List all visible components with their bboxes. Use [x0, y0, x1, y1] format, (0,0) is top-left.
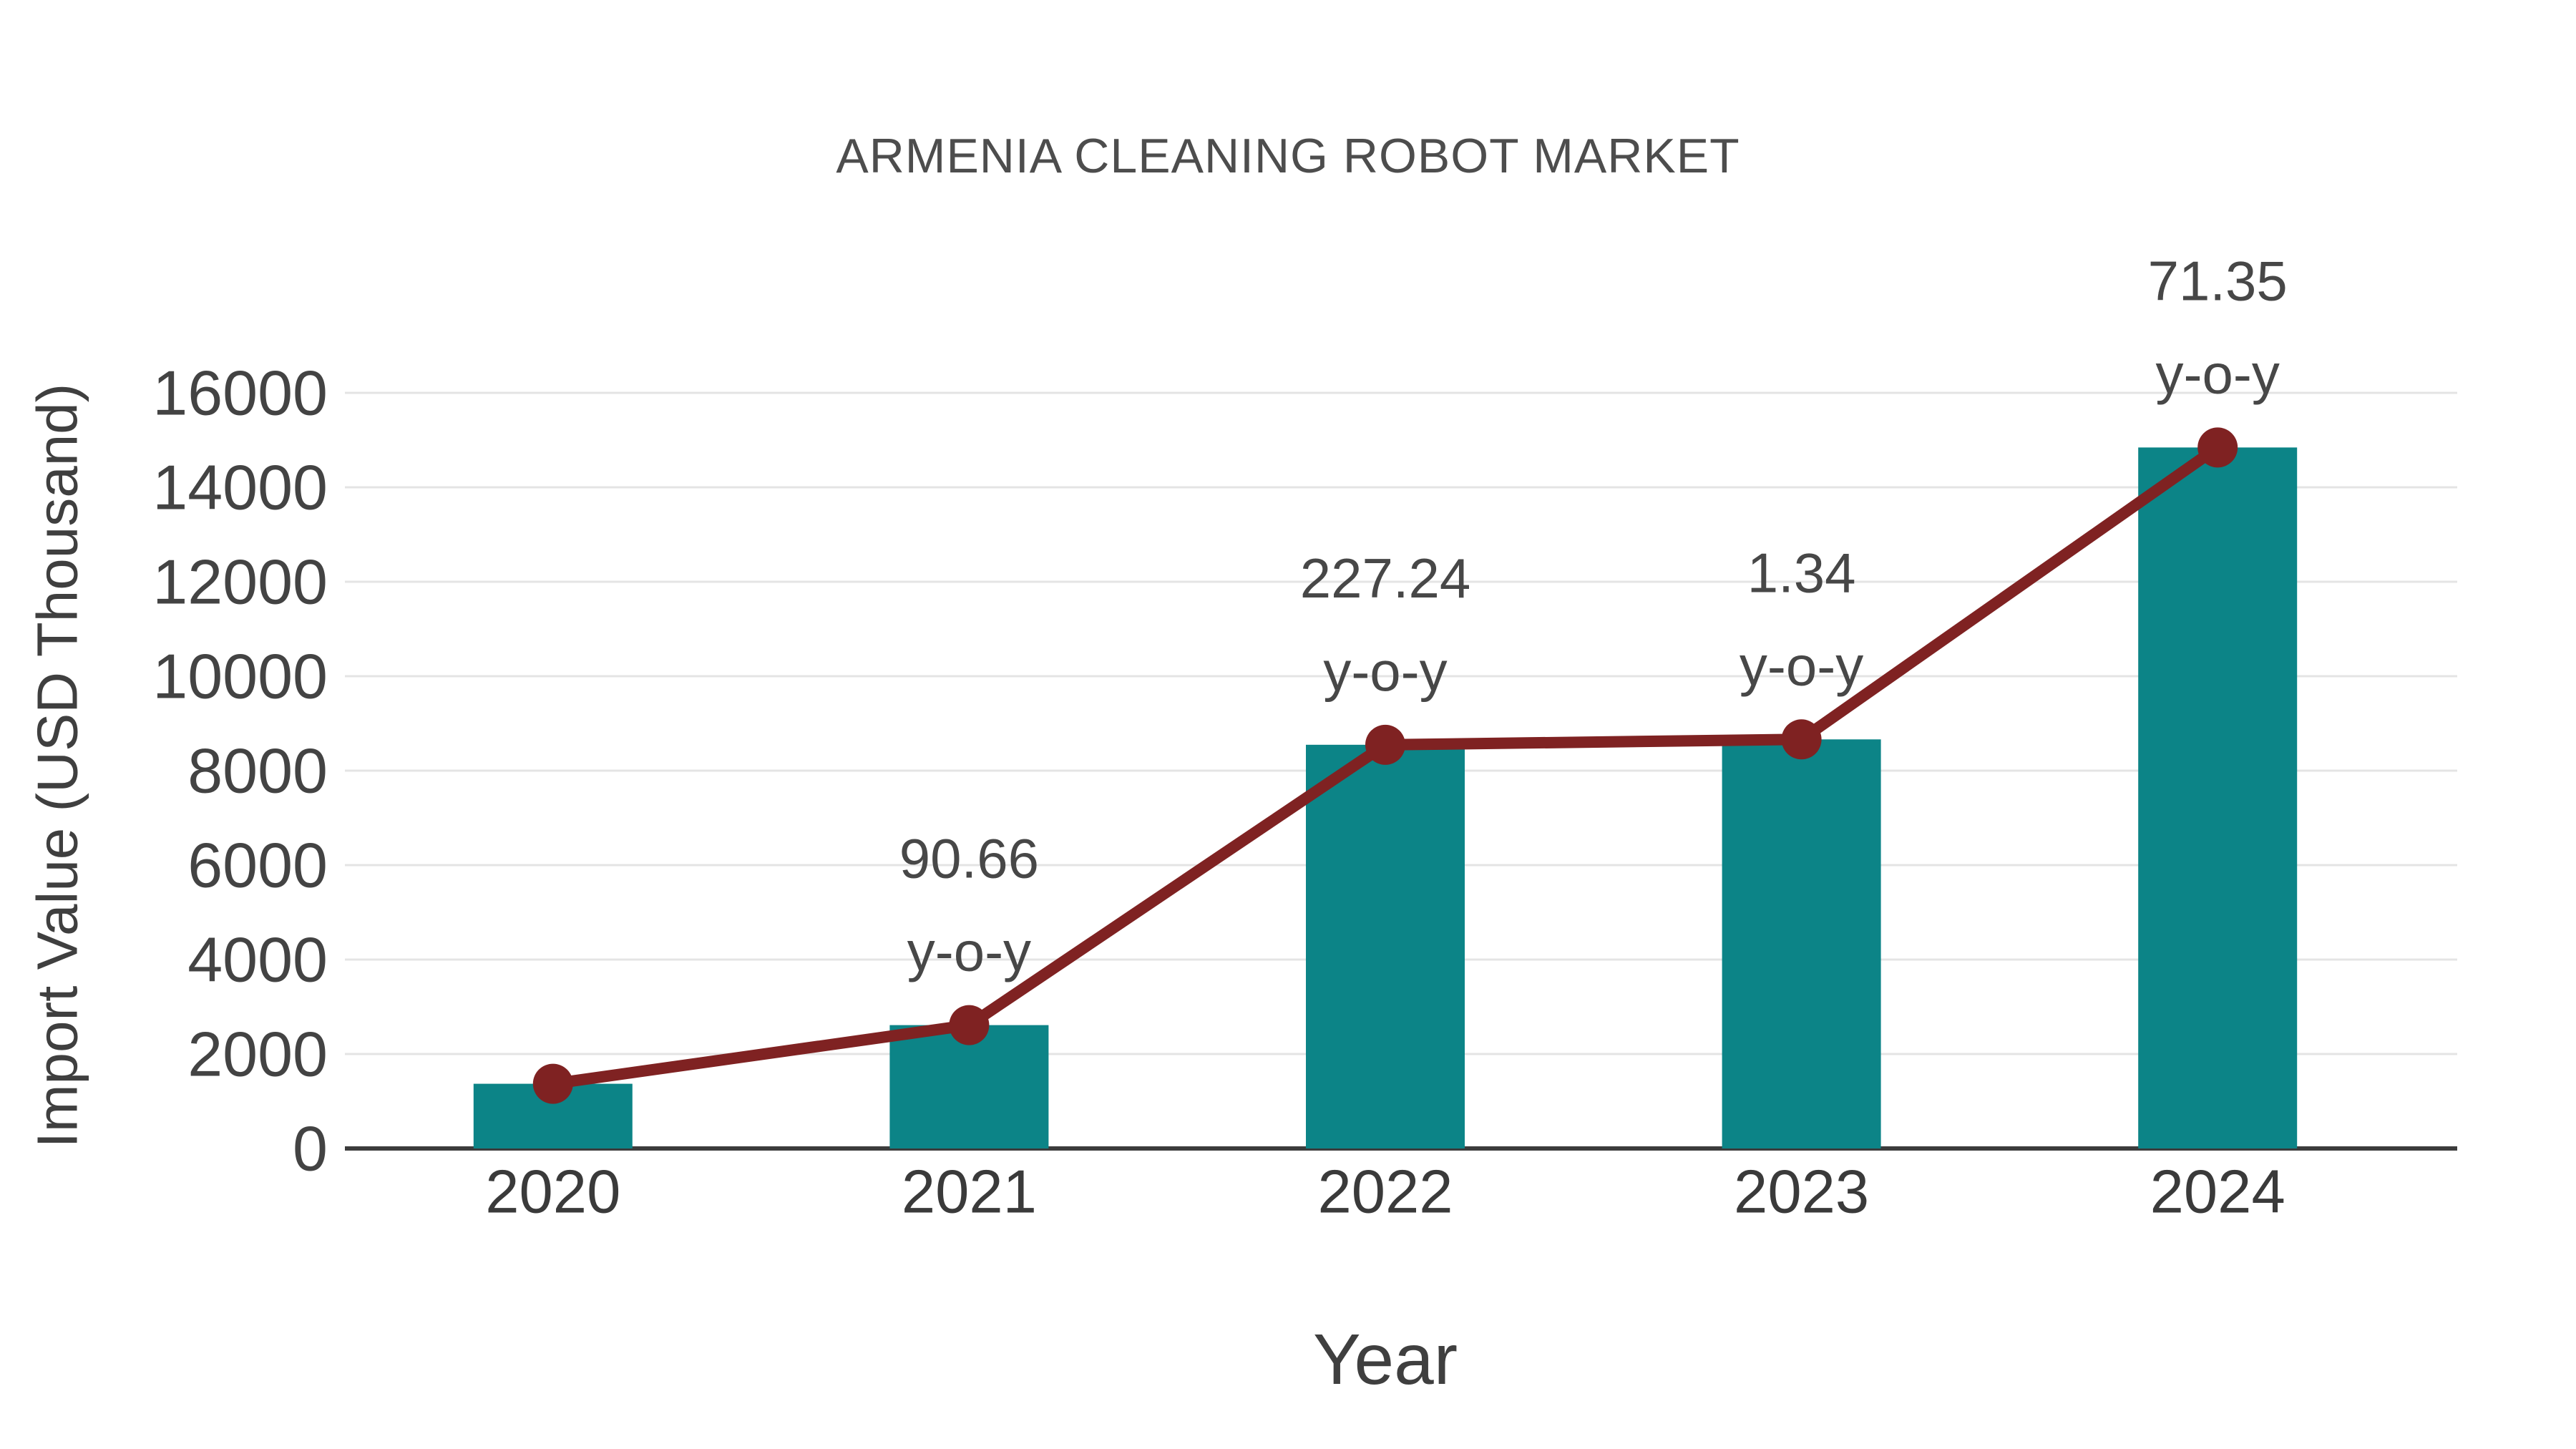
y-tick-2000: 2000	[187, 1019, 328, 1090]
bar-2024	[2138, 447, 2298, 1148]
x-tick-2022: 2022	[1317, 1158, 1453, 1226]
x-tick-2021: 2021	[902, 1158, 1037, 1226]
marker-2023	[1781, 719, 1822, 760]
marker-2024	[2197, 427, 2238, 468]
trend-line-group	[532, 427, 2238, 1104]
yoy-suffix-2024: y-o-y	[2156, 342, 2280, 405]
y-tick-8000: 8000	[187, 736, 328, 806]
yoy-suffix-2021: y-o-y	[907, 920, 1031, 983]
marker-2020	[532, 1063, 573, 1104]
bar-2022	[1306, 744, 1465, 1148]
x-tick-2023: 2023	[1734, 1158, 1869, 1226]
bar-2023	[1722, 739, 1881, 1148]
bar-2021	[889, 1025, 1049, 1148]
bars-group	[473, 447, 2298, 1148]
yoy-value-2021: 90.66	[899, 827, 1039, 890]
yoy-value-2023: 1.34	[1747, 541, 1856, 604]
x-tick-labels-group: 2020 2021 2022 2023 2024	[485, 1158, 2285, 1226]
y-tick-0: 0	[293, 1113, 328, 1184]
x-tick-2024: 2024	[2150, 1158, 2285, 1226]
x-axis-title: Year	[1313, 1319, 1458, 1400]
yoy-value-2022: 227.24	[1300, 547, 1471, 610]
yoy-suffix-2022: y-o-y	[1323, 640, 1447, 703]
chart-title: ARMENIA CLEANING ROBOT MARKET	[836, 129, 1740, 183]
y-tick-4000: 4000	[187, 924, 328, 995]
y-tick-10000: 10000	[152, 641, 328, 712]
y-tick-16000: 16000	[152, 358, 328, 429]
marker-2022	[1365, 724, 1405, 765]
y-tick-14000: 14000	[152, 452, 328, 523]
yoy-annotations-group: 90.66 y-o-y 227.24 y-o-y 1.34 y-o-y 71.35 y-o-y	[899, 249, 2288, 982]
marker-2021	[949, 1005, 990, 1045]
yoy-suffix-2023: y-o-y	[1740, 634, 1863, 697]
x-tick-2020: 2020	[485, 1158, 620, 1226]
y-axis-title: Import Value (USD Thousand)	[26, 384, 89, 1148]
y-tick-12000: 12000	[152, 547, 328, 618]
yoy-value-2024: 71.35	[2148, 249, 2288, 312]
y-tick-labels-group: 0 2000 4000 6000 8000 10000 12000 14000 16000	[152, 358, 328, 1184]
y-tick-6000: 6000	[187, 830, 328, 901]
